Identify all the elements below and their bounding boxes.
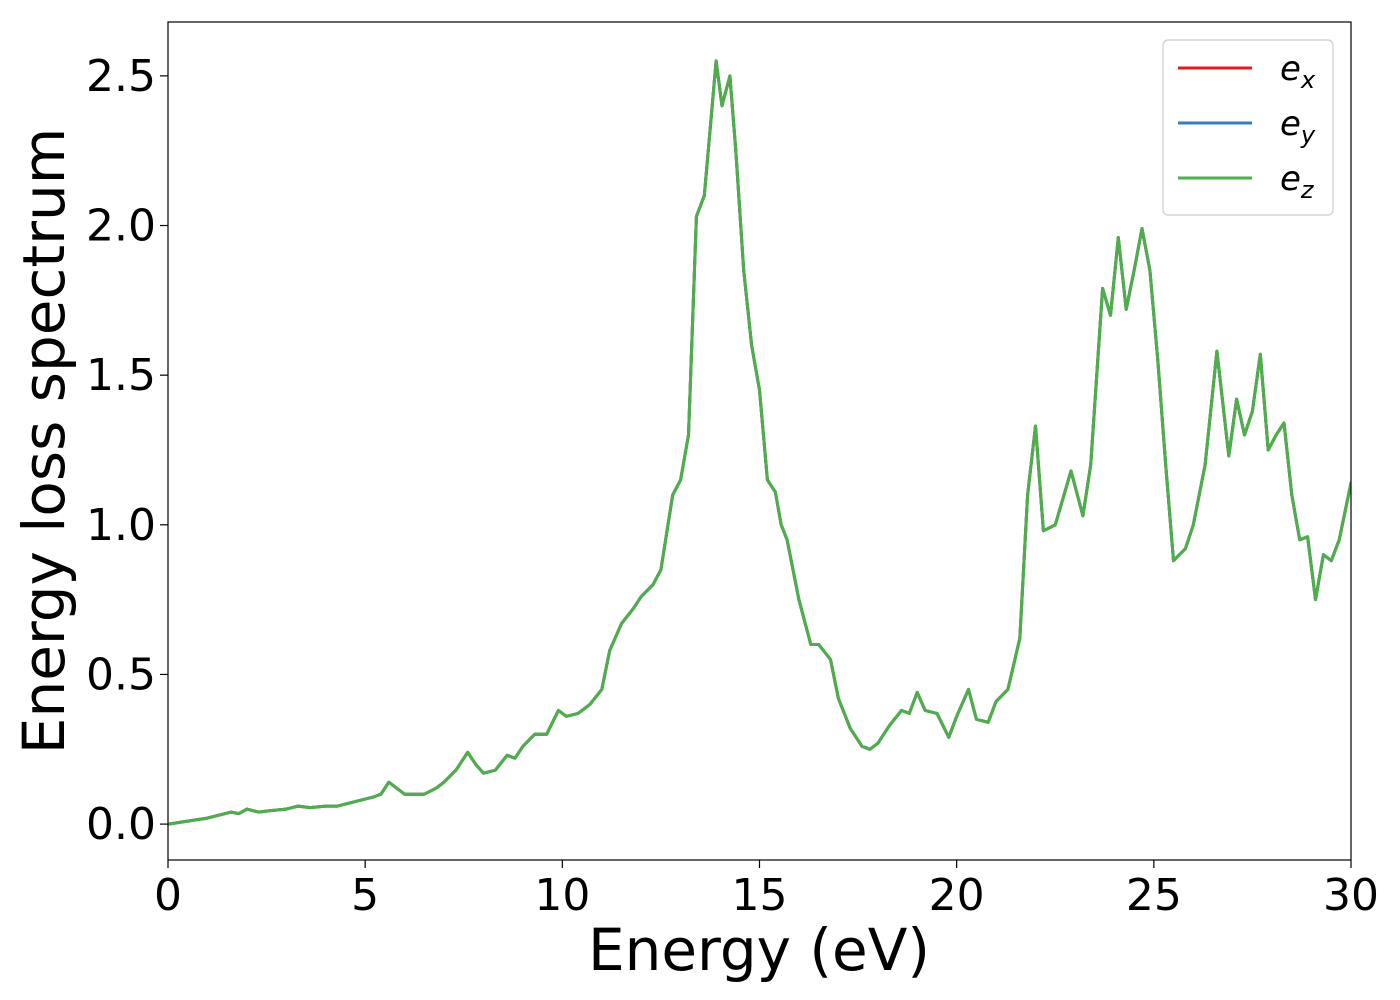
x-axis-label: Energy (eV) [588, 916, 930, 984]
x-tick-label: 15 [732, 870, 788, 921]
y-tick-label: 1.5 [86, 350, 156, 401]
legend-entry: ey [1280, 104, 1316, 149]
y-axis-label: Energy loss spectrum [10, 128, 78, 754]
legend-box [1162, 39, 1334, 216]
x-tick-label: 5 [351, 870, 379, 921]
x-tick-label: 20 [929, 870, 985, 921]
y-tick-label: 2.5 [86, 51, 156, 102]
y-tick-label: 2.0 [86, 201, 156, 252]
axis-ticks: 0 5 10 15 20 25 30 0.0 0.5 1.0 1.5 2.0 2.5 [86, 51, 1379, 921]
x-tick-label: 30 [1323, 870, 1379, 921]
legend: ex ey ez [1162, 39, 1334, 216]
series-line-ez [168, 59, 1351, 826]
legend-entry: ez [1280, 159, 1315, 204]
legend-entry: ex [1280, 49, 1316, 94]
plot-area [168, 59, 1351, 826]
x-tick-label: 10 [534, 870, 590, 921]
y-tick-label: 1.0 [86, 500, 156, 551]
x-tick-label: 25 [1126, 870, 1182, 921]
y-tick-label: 0.0 [86, 799, 156, 850]
x-tick-label: 0 [154, 870, 182, 921]
y-tick-label: 0.5 [86, 649, 156, 700]
